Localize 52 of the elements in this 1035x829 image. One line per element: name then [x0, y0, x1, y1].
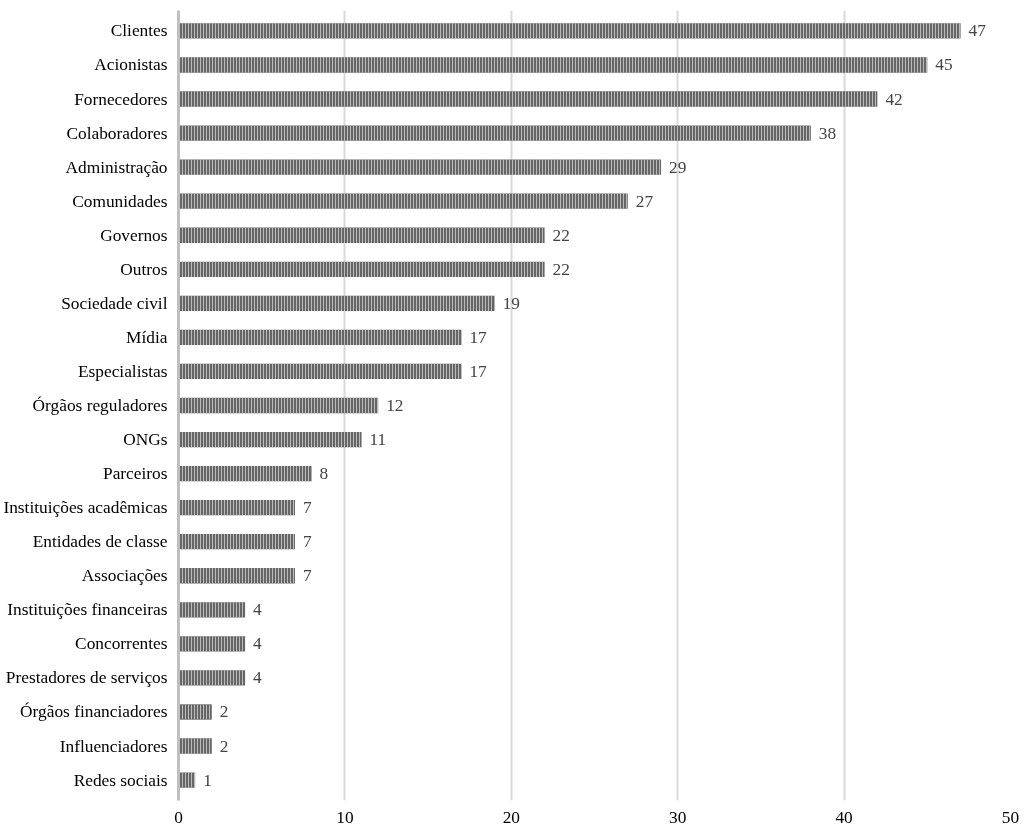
data-label: 42 [885, 89, 903, 109]
y-tick-label: Entidades de classe [32, 532, 168, 552]
y-tick-label: Prestadores de serviços [5, 668, 168, 688]
data-label: 2 [219, 702, 229, 722]
data-label: 45 [935, 55, 953, 75]
x-tick-label: 20 [502, 807, 520, 827]
data-label: 17 [469, 327, 488, 347]
x-tick-label: 10 [336, 807, 354, 827]
data-label: 7 [302, 532, 312, 552]
y-tick-label: Influenciadores [59, 736, 168, 756]
x-tick-label: 40 [835, 807, 853, 827]
data-label: 1 [203, 770, 212, 790]
y-tick-label: Órgãos reguladores [32, 396, 168, 415]
data-label: 2 [219, 736, 229, 756]
y-tick-label: Redes sociais [73, 770, 168, 790]
data-label: 4 [253, 600, 263, 620]
y-tick-label: Colaboradores [66, 123, 168, 143]
y-tick-label: Clientes [110, 21, 168, 41]
data-label: 7 [302, 566, 312, 586]
y-tick-label: ONGs [123, 430, 168, 450]
y-tick-label: Especialistas [78, 361, 168, 381]
y-tick-label: Mídia [126, 327, 168, 347]
data-label: 47 [968, 21, 987, 41]
y-tick-label: Acionistas [94, 55, 168, 75]
x-tick-label: 30 [669, 807, 687, 827]
y-tick-label: Associações [81, 566, 168, 586]
data-label: 17 [469, 361, 488, 381]
data-label: 22 [552, 225, 570, 245]
y-tick-label: Sociedade civil [61, 293, 168, 313]
y-tick-label: Instituições acadêmicas [3, 498, 168, 518]
y-tick-label: Fornecedores [74, 89, 168, 109]
data-label: 19 [502, 293, 520, 313]
y-tick-label: Instituições financeiras [7, 600, 168, 620]
y-tick-label: Governos [100, 225, 168, 245]
data-label: 11 [369, 430, 387, 450]
data-label: 38 [818, 123, 837, 143]
y-tick-label: Parceiros [103, 464, 168, 484]
y-tick-label: Comunidades [72, 191, 168, 211]
data-label: 22 [552, 259, 570, 279]
y-tick-label: Concorrentes [75, 634, 168, 654]
data-label: 12 [386, 396, 404, 415]
y-tick-label: Órgãos financiadores [20, 702, 168, 722]
data-label: 29 [669, 157, 687, 177]
data-label: 27 [635, 191, 654, 211]
data-label: 7 [302, 498, 312, 518]
data-label: 8 [319, 464, 329, 484]
data-label: 4 [253, 668, 263, 688]
x-tick-label: 0 [174, 807, 183, 827]
data-label: 4 [253, 634, 263, 654]
y-tick-label: Administração [65, 157, 168, 177]
y-tick-label: Outros [120, 259, 168, 279]
x-tick-label: 50 [1001, 807, 1020, 827]
